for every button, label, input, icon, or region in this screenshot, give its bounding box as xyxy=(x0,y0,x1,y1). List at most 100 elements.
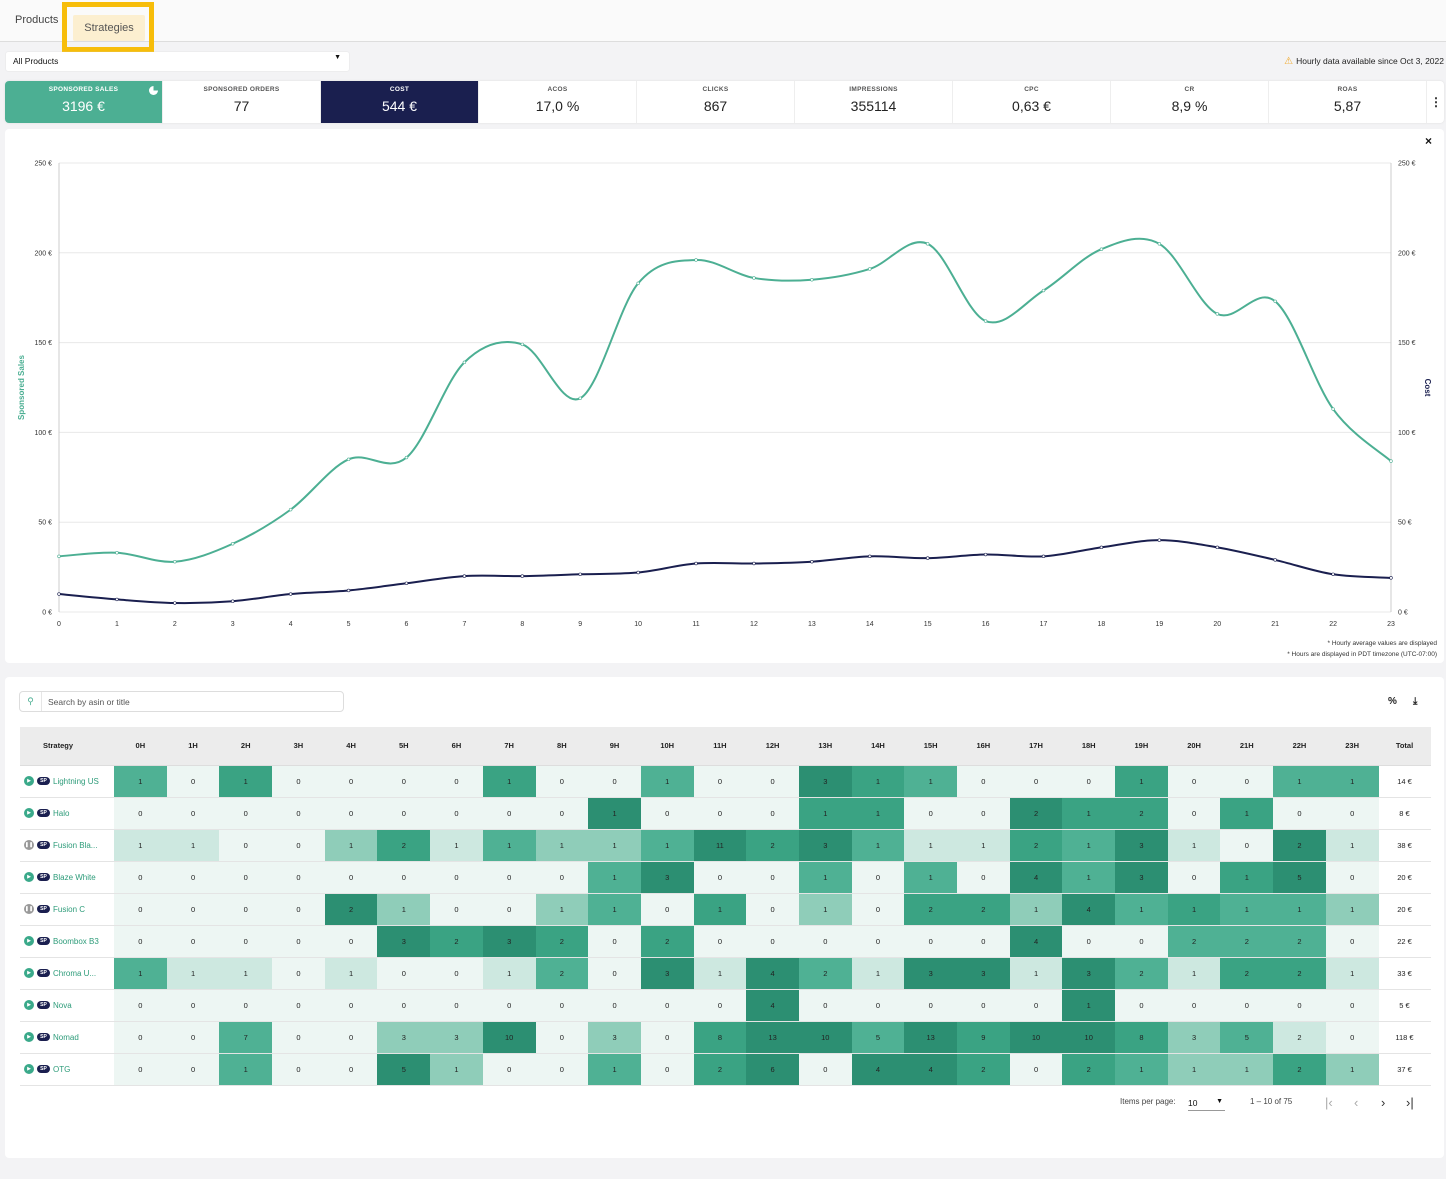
strategy-cell: ▶ SP Chroma U... xyxy=(20,957,114,990)
heatmap-cell: 0 xyxy=(272,1053,325,1086)
strategy-name-link[interactable]: Blaze White xyxy=(53,872,96,882)
metric-value: 77 xyxy=(233,98,250,114)
play-icon[interactable]: ▶ xyxy=(24,808,34,818)
page-size-select[interactable]: 10 ▼ xyxy=(1188,1098,1225,1111)
heatmap-cell: 1 xyxy=(1167,829,1221,862)
strategy-name-link[interactable]: Boombox B3 xyxy=(53,936,99,946)
strategy-name-link[interactable]: Nomad xyxy=(53,1032,79,1042)
more-options-icon[interactable]: ⋮ xyxy=(1430,95,1442,109)
heatmap-cell: 0 xyxy=(588,925,641,958)
heatmap-cell: 0 xyxy=(166,765,220,798)
play-icon[interactable]: ▶ xyxy=(24,968,34,978)
metric-cost[interactable]: COST 544 € xyxy=(321,81,479,123)
strategy-name-link[interactable]: Fusion Bla... xyxy=(53,840,98,850)
heatmap-cell: 0 xyxy=(272,797,325,830)
heatmap-cell: 0 xyxy=(957,765,1010,798)
play-icon[interactable]: ▶ xyxy=(24,872,34,882)
heatmap-cell: 3 xyxy=(640,861,694,894)
heatmap-cell: 8 xyxy=(693,1021,747,1054)
first-page-icon[interactable]: |‹ xyxy=(1325,1095,1333,1110)
play-icon[interactable]: ▶ xyxy=(24,1000,34,1010)
tab-products[interactable]: Products xyxy=(15,14,59,26)
strategy-name-link[interactable]: Halo xyxy=(53,808,70,818)
data-point xyxy=(868,267,872,271)
heatmap-cell: 0 xyxy=(377,797,431,830)
metric-clicks[interactable]: CLICKS 867 xyxy=(637,81,795,123)
heatmap-cell: 0 xyxy=(1062,765,1116,798)
x-tick-label: 0 xyxy=(57,621,61,628)
heatmap-cell: 2 xyxy=(957,1053,1010,1086)
search-input[interactable] xyxy=(48,694,338,709)
heatmap-cell: 0 xyxy=(746,861,799,894)
heatmap-cell: 1 xyxy=(1220,1053,1274,1086)
percent-toggle-icon[interactable]: % xyxy=(1388,696,1397,707)
metric-cr[interactable]: CR 8,9 % xyxy=(1111,81,1269,123)
heatmap-cell: 1 xyxy=(588,1053,641,1086)
heatmap-cell: 2 xyxy=(1273,1021,1326,1054)
download-icon[interactable]: ⤓ xyxy=(1413,696,1418,707)
heatmap-cell: 2 xyxy=(1009,829,1063,862)
metric-cpc[interactable]: CPC 0,63 € xyxy=(953,81,1111,123)
x-tick-label: 8 xyxy=(520,621,524,628)
strategy-cell: ▶ SP Blaze White xyxy=(20,861,114,894)
data-point xyxy=(1215,312,1219,316)
tab-strategies[interactable]: Strategies xyxy=(73,15,145,41)
strategy-name-link[interactable]: Chroma U... xyxy=(53,968,97,978)
play-icon[interactable]: ▶ xyxy=(24,936,34,946)
strategy-name-link[interactable]: Fusion C xyxy=(53,904,86,914)
heatmap-cell: 0 xyxy=(1167,989,1221,1022)
strategy-name-link[interactable]: Nova xyxy=(53,1000,72,1010)
play-icon[interactable]: ▶ xyxy=(24,1032,34,1042)
heatmap-cell: 0 xyxy=(640,893,694,926)
metric-value: 544 € xyxy=(381,98,418,114)
metric-sponsored-sales[interactable]: SPONSORED SALES 3196 € xyxy=(5,81,163,123)
strategy-name-link[interactable]: OTG xyxy=(53,1064,71,1074)
last-page-icon[interactable]: ›| xyxy=(1406,1095,1414,1110)
metric-sponsored-orders[interactable]: SPONSORED ORDERS 77 xyxy=(163,81,321,123)
heatmap-cell: 1 xyxy=(1220,861,1274,894)
play-icon[interactable]: ▶ xyxy=(24,1064,34,1074)
heatmap-cell: 2 xyxy=(1009,797,1063,830)
x-tick-label: 23 xyxy=(1387,621,1395,628)
play-icon[interactable]: ▶ xyxy=(24,776,34,786)
y-right-tick-label: 50 € xyxy=(1398,520,1412,527)
heatmap-cell: 3 xyxy=(798,829,852,862)
y-left-tick-label: 250 € xyxy=(34,161,52,168)
metric-acos[interactable]: ACOS 17,0 % xyxy=(479,81,637,123)
metric-roas[interactable]: ROAS 5,87 xyxy=(1269,81,1427,123)
x-tick-label: 14 xyxy=(866,621,874,628)
heatmap-cell: 1 xyxy=(1062,829,1116,862)
heatmap-cell: 6 xyxy=(746,1053,799,1086)
strategy-name-link[interactable]: Lightning US xyxy=(53,776,99,786)
close-icon[interactable]: × xyxy=(1424,134,1432,148)
heatmap-cell: 0 xyxy=(324,925,378,958)
strategy-cell: ❚❚ SP Fusion C xyxy=(20,893,114,926)
heatmap-cell: 0 xyxy=(114,1053,167,1086)
previous-page-icon[interactable]: ‹ xyxy=(1354,1095,1359,1110)
heatmap-cell: 0 xyxy=(693,861,747,894)
metric-value: 17,0 % xyxy=(535,98,580,114)
heatmap-cell: 0 xyxy=(166,1053,220,1086)
pie-chart-icon[interactable] xyxy=(149,86,158,95)
heatmap-cell: 2 xyxy=(1220,957,1274,990)
metric-impressions[interactable]: IMPRESSIONS 355114 xyxy=(795,81,953,123)
heatmap-cell: 0 xyxy=(114,893,167,926)
heatmap-cell: 1 xyxy=(482,765,536,798)
row-total: 22 € xyxy=(1378,925,1431,958)
heatmap-cell: 0 xyxy=(1115,989,1168,1022)
product-filter-select[interactable]: All Products ▼ xyxy=(6,52,349,71)
next-page-icon[interactable]: › xyxy=(1381,1095,1386,1110)
pause-icon[interactable]: ❚❚ xyxy=(24,840,34,850)
data-point xyxy=(404,581,409,585)
table-row: ❚❚ SP Fusion C 0 0 0 0 2 1 0 0 1 1 0 1 0 1 0 2 2 1 4 1 1 1 1 1 20 € xyxy=(20,893,1431,926)
column-header: Strategy xyxy=(20,727,114,766)
heatmap-cell: 4 xyxy=(1009,861,1063,894)
heatmap-cell: 0 xyxy=(851,989,905,1022)
heatmap-cell: 0 xyxy=(746,797,799,830)
pause-icon[interactable]: ❚❚ xyxy=(24,904,34,914)
heatmap-cell: 2 xyxy=(1273,925,1326,958)
search-icon[interactable]: ⚲ xyxy=(20,692,42,711)
heatmap-cell: 0 xyxy=(1220,829,1274,862)
heatmap-cell: 0 xyxy=(272,1021,325,1054)
table-row: ▶ SP Boombox B3 0 0 0 0 0 3 2 3 2 0 2 0 0 0 0 0 0 4 0 0 2 2 2 0 22 … xyxy=(20,925,1431,958)
